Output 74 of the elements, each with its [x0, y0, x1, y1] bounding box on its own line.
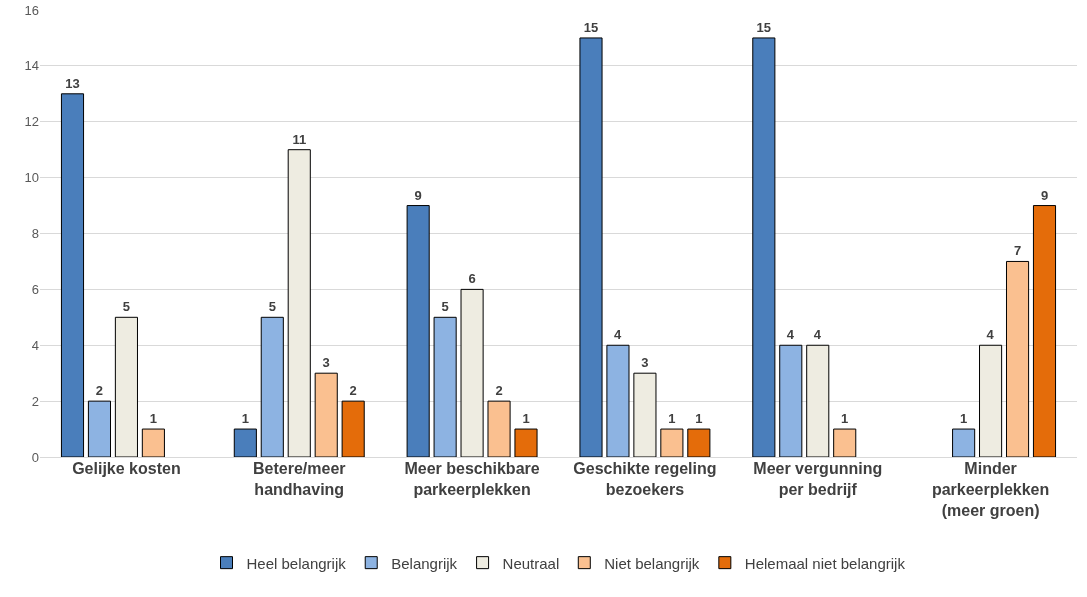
data-label: 3 — [322, 355, 330, 371]
x-tick-label: Betere/meer handhaving — [253, 460, 346, 498]
data-label: 1 — [960, 411, 968, 427]
y-tick-label: 8 — [31, 226, 39, 242]
y-tick-label: 10 — [24, 170, 39, 186]
data-label: 4 — [786, 327, 795, 343]
bar — [833, 428, 857, 457]
legend-label: Helemaal niet belangrijk — [744, 554, 906, 572]
bar — [752, 37, 776, 457]
bar — [341, 400, 365, 457]
data-label: 15 — [756, 19, 772, 35]
bar — [779, 344, 803, 457]
bar — [233, 428, 257, 457]
legend-label: Neutraal — [502, 554, 560, 572]
bar — [87, 400, 112, 457]
y-tick-label: 6 — [31, 281, 39, 297]
x-tick-label: Geschikte regeling bezoekers — [573, 460, 717, 498]
x-tick-label: Meer beschikbare parkeerplekken — [404, 460, 540, 498]
bar — [287, 149, 311, 457]
x-tick-label: Minder parkeerplekken (meer groen) — [931, 460, 1050, 519]
bar — [979, 344, 1003, 457]
data-label: 4 — [813, 327, 822, 343]
y-tick-label: 16 — [24, 2, 39, 18]
bar — [660, 428, 684, 457]
bar — [952, 428, 976, 457]
y-tick-label: 2 — [31, 393, 39, 409]
x-tick-label: Gelijke kosten — [72, 460, 181, 477]
data-label: 9 — [414, 187, 422, 203]
data-label: 9 — [1040, 187, 1049, 203]
data-label: 2 — [349, 383, 357, 399]
data-label: 1 — [695, 411, 703, 427]
data-label: 1 — [241, 411, 249, 427]
data-label: 1 — [149, 411, 157, 427]
legend-label: Niet belangrijk — [604, 554, 700, 572]
bar — [314, 372, 338, 457]
bar — [633, 372, 657, 457]
bar — [1032, 205, 1057, 457]
data-label: 3 — [641, 355, 649, 371]
data-label: 1 — [522, 411, 530, 427]
bar — [114, 316, 138, 457]
bar — [514, 428, 538, 457]
bar — [433, 316, 457, 457]
legend-label: Belangrijk — [391, 554, 458, 572]
y-tick-label: 14 — [24, 58, 39, 74]
bar — [1005, 260, 1030, 457]
data-label: 5 — [122, 299, 131, 315]
data-label: 4 — [986, 327, 995, 343]
legend-label: Heel belangrijk — [246, 554, 347, 572]
data-label: 1 — [668, 411, 676, 427]
x-tick-label: Meer vergunning per bedrijf — [753, 460, 883, 498]
bar — [487, 400, 511, 457]
bar — [260, 316, 284, 457]
data-label: 5 — [268, 299, 276, 315]
data-label: 11 — [292, 131, 307, 147]
data-label: 1 — [841, 411, 849, 427]
bar — [460, 288, 484, 457]
data-label: 4 — [613, 327, 622, 343]
y-tick-label: 0 — [31, 449, 39, 465]
bar — [60, 93, 85, 457]
bar — [687, 428, 711, 457]
data-label: 5 — [441, 299, 449, 315]
data-label: 7 — [1013, 243, 1022, 259]
bar — [606, 344, 630, 457]
data-label: 13 — [65, 75, 80, 91]
data-label: 6 — [468, 271, 476, 287]
bar — [141, 428, 165, 457]
y-tick-label: 4 — [31, 337, 39, 353]
bar — [579, 37, 603, 457]
data-label: 2 — [495, 383, 503, 399]
y-tick-label: 12 — [24, 114, 39, 130]
bar — [806, 344, 830, 457]
data-label: 2 — [95, 383, 104, 399]
bar — [406, 205, 430, 457]
data-label: 15 — [583, 19, 599, 35]
